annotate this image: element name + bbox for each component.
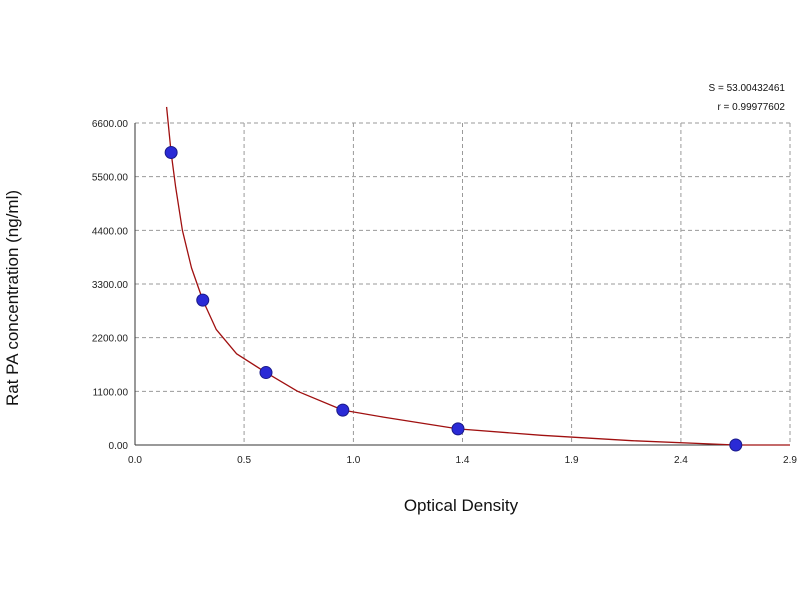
x-tick-label: 2.9 <box>783 455 797 466</box>
x-tick-label: 0.5 <box>237 455 251 466</box>
tick-label-layer: 0.0 0.5 1.0 1.4 1.9 2.4 2.9 0.00 1100.00 2200.00 3… <box>92 119 798 466</box>
data-point <box>336 403 350 417</box>
y-tick-label: 3300.00 <box>92 280 129 291</box>
y-axis-title: Rat PA concentration (ng/ml) <box>3 190 22 406</box>
y-tick-label: 2200.00 <box>92 334 129 345</box>
y-tick-label: 4400.00 <box>92 226 129 237</box>
chart-svg: 0.0 0.5 1.0 1.4 1.9 2.4 2.9 0.00 1100.00 2200.00 3… <box>3 83 798 515</box>
data-point <box>164 146 178 160</box>
y-tick-label: 0.00 <box>109 441 129 452</box>
y-tick-label: 6600.00 <box>92 119 129 130</box>
data-point <box>196 293 210 307</box>
y-tick-label: 1100.00 <box>93 387 129 398</box>
data-point <box>259 366 273 380</box>
fit-curve <box>165 106 790 446</box>
data-point <box>451 422 465 436</box>
x-tick-label: 2.4 <box>674 455 688 466</box>
fit-parameter-r: r = 0.99977602 <box>717 102 785 113</box>
x-tick-label: 1.4 <box>456 455 470 466</box>
fit-curve-layer <box>165 106 790 446</box>
grid-layer <box>135 122 791 445</box>
x-axis-title: Optical Density <box>404 496 519 515</box>
x-tick-label: 0.0 <box>128 455 142 466</box>
fit-parameter-s: S = 53.00432461 <box>709 83 786 94</box>
chart-area: 0.0 0.5 1.0 1.4 1.9 2.4 2.9 0.00 1100.00 2200.00 3… <box>0 78 800 518</box>
x-tick-label: 1.9 <box>565 455 579 466</box>
data-point-layer <box>164 146 743 452</box>
y-tick-label: 5500.00 <box>92 173 129 184</box>
x-tick-label: 1.0 <box>346 455 360 466</box>
data-point <box>729 438 743 452</box>
axis-layer <box>134 123 790 446</box>
